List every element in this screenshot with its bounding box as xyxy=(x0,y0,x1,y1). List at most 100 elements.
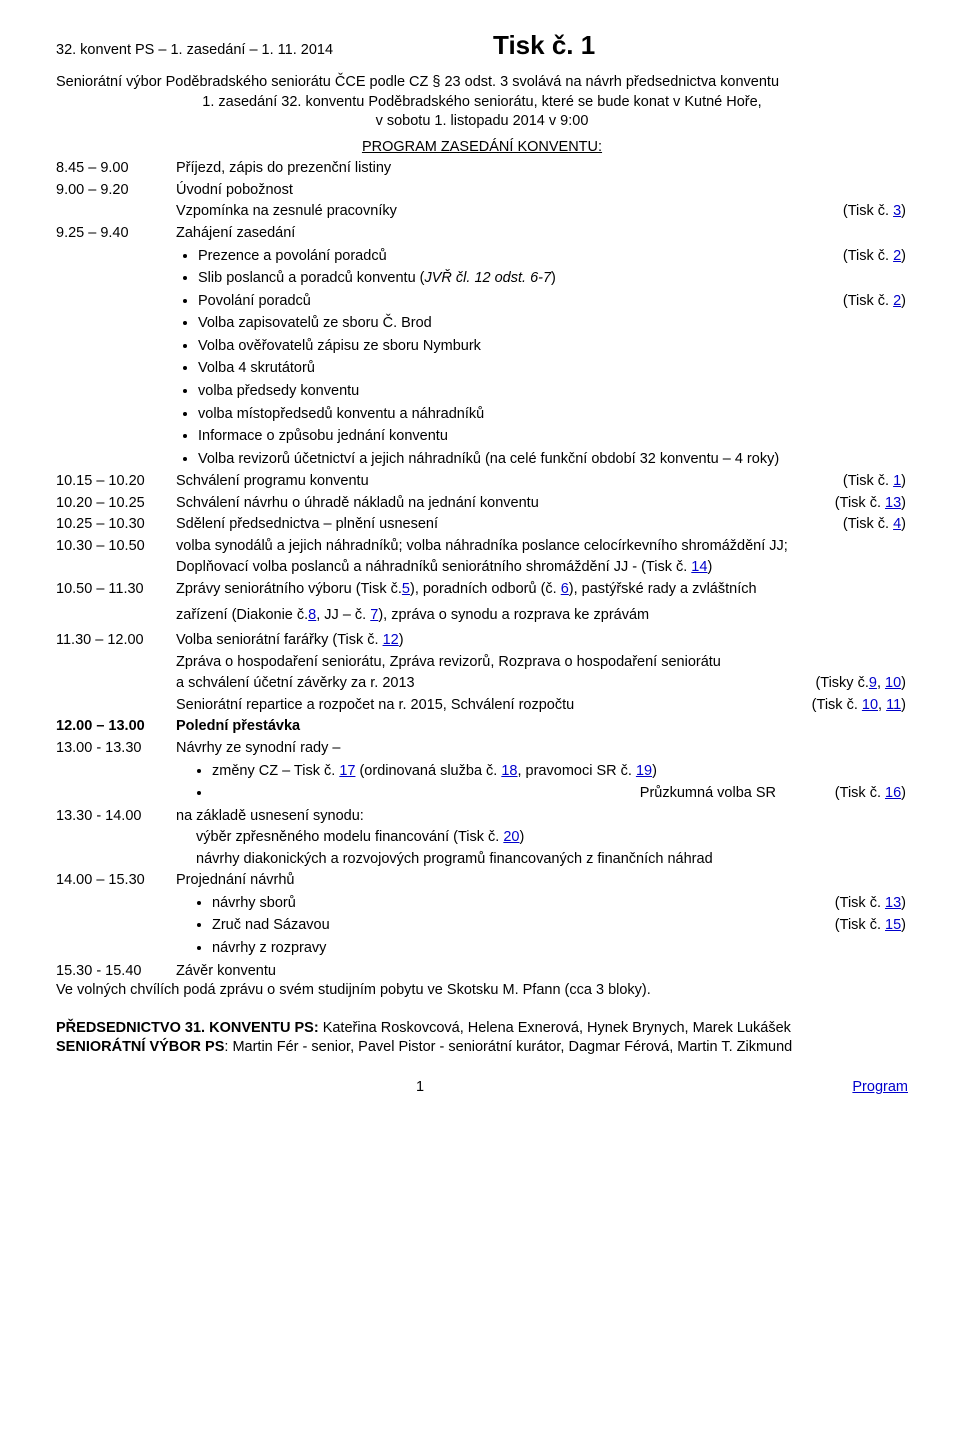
ref-link[interactable]: 11 xyxy=(886,697,901,713)
schedule-row: 11.30 – 12.00 Volba seniorátní farářky (… xyxy=(56,631,908,651)
ref-link[interactable]: 2 xyxy=(893,248,901,264)
ref-link[interactable]: 18 xyxy=(501,763,517,779)
schedule-row: 13.30 - 14.00 na základě usnesení synodu… xyxy=(56,807,908,827)
list-item: Informace o způsobu jednání konventu xyxy=(198,427,908,447)
program-title: PROGRAM ZASEDÁNÍ KONVENTU: xyxy=(56,138,908,158)
schedule-row: a schválení účetní závěrky za r. 2013 (T… xyxy=(56,674,908,694)
ref-link[interactable]: 9 xyxy=(869,675,877,691)
desc: Zahájení zasedání xyxy=(176,224,908,244)
header-left: 32. konvent PS – 1. zasedání – 1. 11. 20… xyxy=(56,41,333,61)
desc: volba synodálů a jejich náhradníků; volb… xyxy=(176,537,908,557)
ref-link[interactable]: 12 xyxy=(383,632,399,648)
schedule-row: Seniorátní repartice a rozpočet na r. 20… xyxy=(56,696,908,716)
ref-link[interactable]: 1 xyxy=(893,473,901,489)
program-link[interactable]: Program xyxy=(852,1078,908,1098)
ref: (Tisk č. 13) xyxy=(806,494,908,514)
ref-link[interactable]: 4 xyxy=(893,516,901,532)
ref-link[interactable]: 10 xyxy=(862,697,878,713)
ref-link[interactable]: 13 xyxy=(885,495,901,511)
ref-link[interactable]: 19 xyxy=(636,763,652,779)
schedule-row: 8.45 – 9.00 Příjezd, zápis do prezenční … xyxy=(56,159,908,179)
ref: (Tisk č. 2) xyxy=(806,292,908,312)
page-number: 1 xyxy=(416,1078,424,1098)
time: 15.30 - 15.40 xyxy=(56,962,176,982)
desc: Vzpomínka na zesnulé pracovníky xyxy=(176,202,806,222)
sub-bullets: změny CZ – Tisk č. 17 (ordinovaná služba… xyxy=(176,762,908,804)
intro-line-1: Seniorátní výbor Poděbradského seniorátu… xyxy=(56,73,908,93)
time: 11.30 – 12.00 xyxy=(56,631,176,651)
time: 13.30 - 14.00 xyxy=(56,807,176,827)
ref-link[interactable]: 13 xyxy=(885,895,901,911)
committee-line-1: PŘEDSEDNICTVO 31. KONVENTU PS: Kateřina … xyxy=(56,1019,908,1039)
ref-link[interactable]: 10 xyxy=(885,675,901,691)
time: 10.30 – 10.50 xyxy=(56,537,176,557)
time: 9.25 – 9.40 xyxy=(56,224,176,244)
time xyxy=(56,202,176,222)
desc: zařízení (Diakonie č.8, JJ – č. 7), zprá… xyxy=(176,606,908,626)
page-header: 32. konvent PS – 1. zasedání – 1. 11. 20… xyxy=(56,28,908,63)
schedule-row: 10.25 – 10.30 Sdělení předsednictva – pl… xyxy=(56,515,908,535)
list-item: Volba zapisovatelů ze sboru Č. Brod xyxy=(198,314,908,334)
ref-link[interactable]: 16 xyxy=(885,785,901,801)
schedule-row: Doplňovací volba poslanců a náhradníků s… xyxy=(56,558,908,578)
desc: Příjezd, zápis do prezenční listiny xyxy=(176,159,908,179)
list-item: Povolání poradců (Tisk č. 2) xyxy=(198,292,908,312)
ref: (Tisk č. 3) xyxy=(806,202,908,222)
list-item: volba místopředsedů konventu a náhradník… xyxy=(198,405,908,425)
ref-link[interactable]: 20 xyxy=(503,829,519,845)
list-item: Volba revizorů účetnictví a jejich náhra… xyxy=(198,450,908,470)
schedule-row: 10.30 – 10.50 volba synodálů a jejich ná… xyxy=(56,537,908,557)
desc: návrhy diakonických a rozvojových progra… xyxy=(176,850,908,870)
time: 12.00 – 13.00 xyxy=(56,717,176,737)
ref: (Tisk č. 13) xyxy=(806,894,908,914)
ref-link[interactable]: 2 xyxy=(893,293,901,309)
schedule-row: 9.00 – 9.20 Úvodní pobožnost xyxy=(56,181,908,201)
desc: Seniorátní repartice a rozpočet na r. 20… xyxy=(176,696,776,716)
desc: Projednání návrhů xyxy=(176,871,908,891)
list-item: Volba 4 skrutátorů xyxy=(198,359,908,379)
time: 10.20 – 10.25 xyxy=(56,494,176,514)
ref: (Tisky č.9, 10) xyxy=(786,674,908,694)
schedule-row: 14.00 – 15.30 Projednání návrhů xyxy=(56,871,908,891)
desc: a schválení účetní závěrky za r. 2013 xyxy=(176,674,786,694)
time: 10.25 – 10.30 xyxy=(56,515,176,535)
schedule-row: 13.00 - 13.30 Návrhy ze synodní rady – xyxy=(56,739,908,759)
closing-line: Ve volných chvílích podá zprávu o svém s… xyxy=(56,981,908,1001)
schedule-row: 10.15 – 10.20 Schválení programu konvent… xyxy=(56,472,908,492)
header-right: Tisk č. 1 xyxy=(493,28,595,63)
ref-link[interactable]: 5 xyxy=(402,581,410,597)
schedule-row: 9.25 – 9.40 Zahájení zasedání xyxy=(56,224,908,244)
schedule-row: výběr zpřesněného modelu financování (Ti… xyxy=(56,828,908,848)
time: 10.50 – 11.30 xyxy=(56,580,176,600)
ref-link[interactable]: 6 xyxy=(561,581,569,597)
ref-link[interactable]: 3 xyxy=(893,203,901,219)
ref: (Tisk č. 4) xyxy=(806,515,908,535)
ref-link[interactable]: 14 xyxy=(691,559,707,575)
list-item: návrhy sborů (Tisk č. 13) xyxy=(212,894,908,914)
desc: Schválení návrhu o úhradě nákladů na jed… xyxy=(176,494,806,514)
list-item: Zruč nad Sázavou (Tisk č. 15) xyxy=(212,916,908,936)
committee-line-2: SENIORÁTNÍ VÝBOR PS: Martin Fér - senior… xyxy=(56,1038,908,1058)
intro-line-2a: 1. zasedání 32. konventu Poděbradského s… xyxy=(56,93,908,113)
desc: Zpráva o hospodaření seniorátu, Zpráva r… xyxy=(176,653,908,673)
bullet-block: Prezence a povolání poradců (Tisk č. 2) … xyxy=(176,247,908,470)
schedule-row: 12.00 – 13.00 Polední přestávka xyxy=(56,717,908,737)
ref-link[interactable]: 17 xyxy=(339,763,355,779)
desc: Doplňovací volba poslanců a náhradníků s… xyxy=(176,558,908,578)
desc: Úvodní pobožnost xyxy=(176,181,908,201)
list-item: Slib poslanců a poradců konventu (JVŘ čl… xyxy=(198,269,908,289)
list-item: Průzkumná volba SR (Tisk č. 16) xyxy=(212,784,908,804)
time: 9.00 – 9.20 xyxy=(56,181,176,201)
list-item: volba předsedy konventu xyxy=(198,382,908,402)
desc: Závěr konventu xyxy=(176,962,908,982)
list-item: Prezence a povolání poradců (Tisk č. 2) xyxy=(198,247,908,267)
time: 10.15 – 10.20 xyxy=(56,472,176,492)
page-footer: 1 Program xyxy=(56,1078,908,1098)
time: 13.00 - 13.30 xyxy=(56,739,176,759)
desc: Zprávy seniorátního výboru (Tisk č.5), p… xyxy=(176,580,908,600)
ref-link[interactable]: 15 xyxy=(885,917,901,933)
ref: (Tisk č. 2) xyxy=(806,247,908,267)
desc: na základě usnesení synodu: xyxy=(176,807,908,827)
list-item: Volba ověřovatelů zápisu ze sboru Nymbur… xyxy=(198,337,908,357)
schedule-row: Vzpomínka na zesnulé pracovníky (Tisk č.… xyxy=(56,202,908,222)
